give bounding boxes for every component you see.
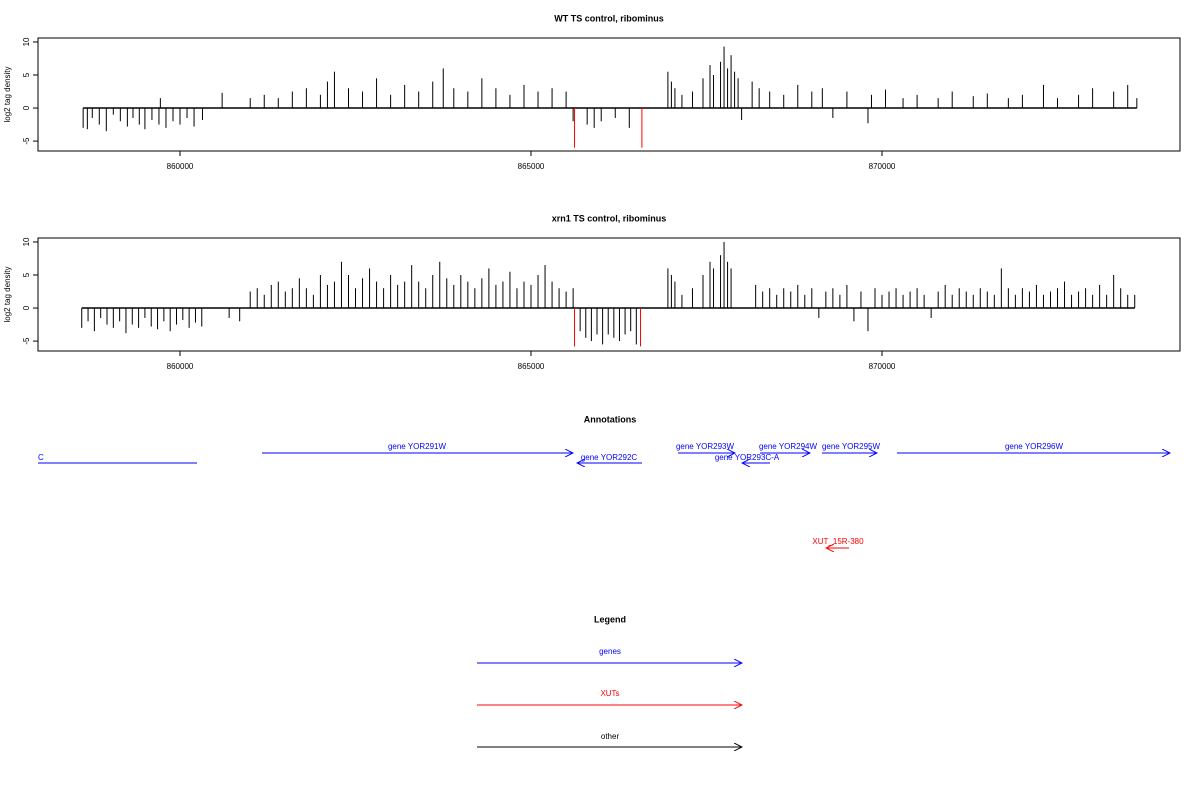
- y-tick-label: 0: [22, 105, 31, 110]
- legend-label: other: [601, 732, 620, 741]
- legend-title: Legend: [594, 614, 626, 624]
- y-tick-label: 5: [22, 272, 31, 277]
- legend-label: genes: [599, 647, 621, 656]
- y-tick-label: -5: [22, 337, 31, 345]
- annotations: Annotations C gene YOR291W gene YOR292C …: [38, 414, 1170, 548]
- x-tick-label: 860000: [167, 362, 194, 371]
- y-axis-label: log2 tag density: [3, 266, 12, 322]
- x-tick-label: 865000: [518, 362, 545, 371]
- plot-frame: [37, 37, 1181, 152]
- y-tick-label: -5: [22, 137, 31, 145]
- feature-label: gene YOR294W: [759, 442, 818, 451]
- feature-label: XUT_15R-380: [812, 537, 864, 546]
- legend: Legend genes XUTs other: [477, 614, 742, 747]
- feature-label: gene YOR293W: [676, 442, 735, 451]
- chart-title: xrn1 TS control, ribominus: [552, 213, 667, 223]
- plot-frame: [37, 237, 1181, 352]
- feature-label: gene YOR295W: [822, 442, 881, 451]
- annotations-title: Annotations: [584, 414, 637, 424]
- x-tick-label: 870000: [869, 162, 896, 171]
- x-tick-label: 865000: [518, 162, 545, 171]
- x-tick-label: 860000: [167, 162, 194, 171]
- y-axis-label: log2 tag density: [3, 66, 12, 122]
- feature-label: gene YOR293C-A: [715, 453, 780, 462]
- feature-label: gene YOR296W: [1005, 442, 1064, 451]
- x-tick-label: 870000: [869, 362, 896, 371]
- feature-label: gene YOR291W: [388, 442, 447, 451]
- feature-label: C: [38, 453, 44, 462]
- y-tick-label: 5: [22, 72, 31, 77]
- y-tick-label: 0: [22, 305, 31, 310]
- y-tick-label: 10: [22, 237, 31, 246]
- feature-label: gene YOR292C: [581, 453, 638, 462]
- chart-title: WT TS control, ribominus: [554, 13, 664, 23]
- y-tick-label: 10: [22, 37, 31, 46]
- legend-label: XUTs: [600, 689, 619, 698]
